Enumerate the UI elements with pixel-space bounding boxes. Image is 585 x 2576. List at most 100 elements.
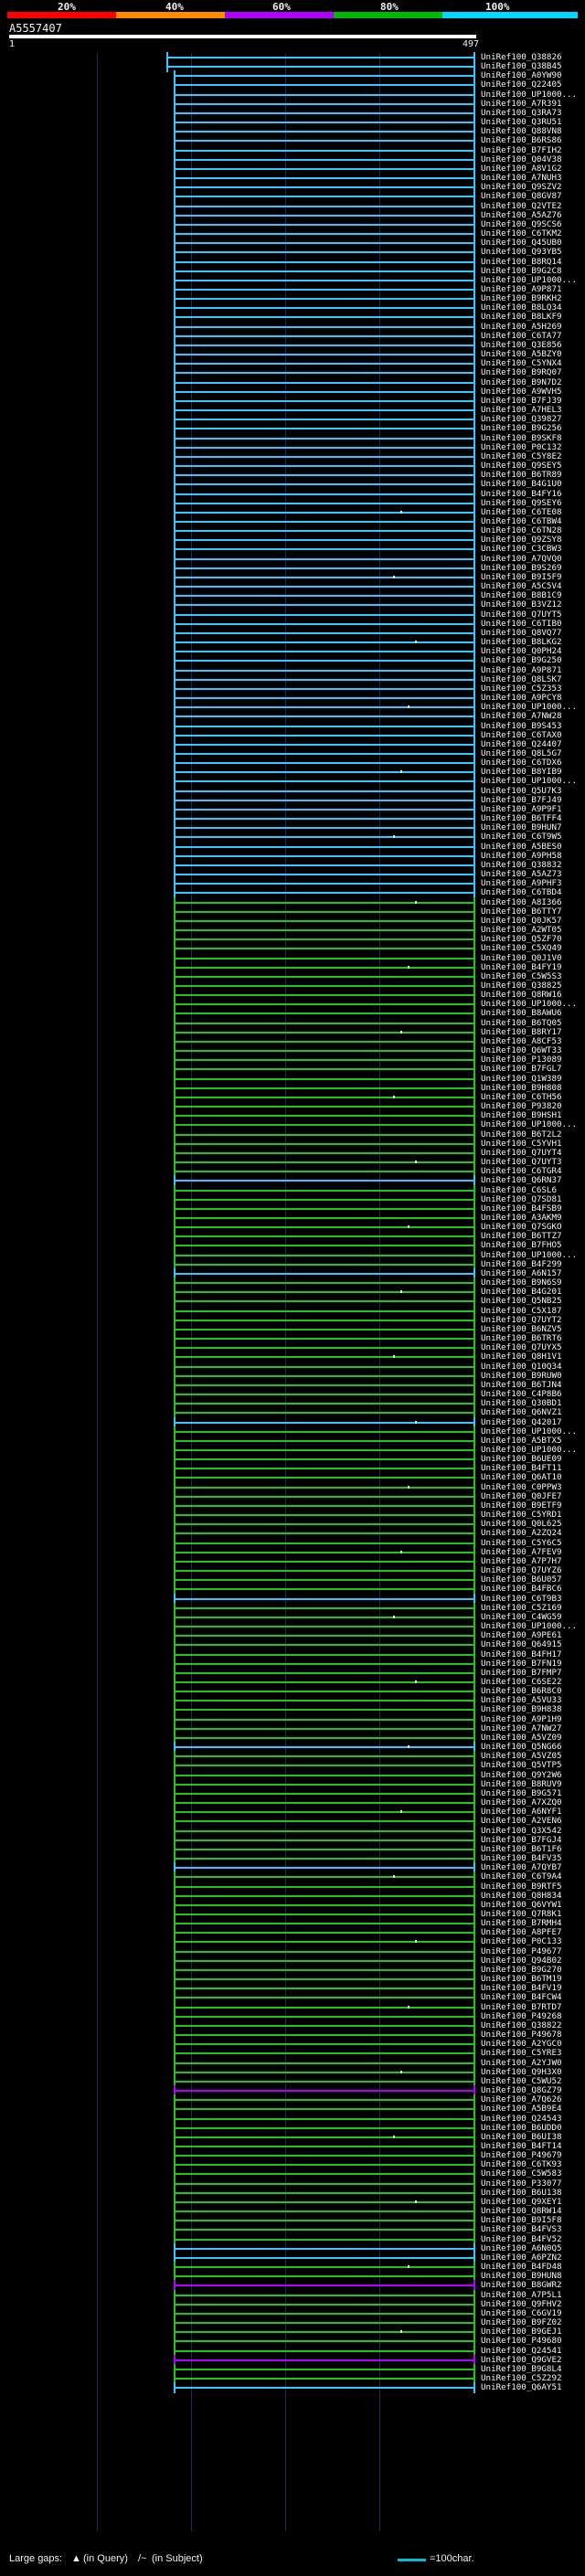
alignment-hit-bar[interactable] <box>174 1222 475 1233</box>
alignment-hit-bar[interactable] <box>174 1510 475 1521</box>
hit-accession-link[interactable]: UniRef100_B9G270 <box>481 1965 562 1975</box>
hit-accession-link[interactable]: UniRef100_A7NW27 <box>481 1723 562 1733</box>
hit-accession-link[interactable]: UniRef100_Q7SD81 <box>481 1194 562 1204</box>
alignment-hit-bar[interactable] <box>174 275 475 286</box>
hit-accession-link[interactable]: UniRef100_C6TBD4 <box>481 887 562 897</box>
hit-accession-link[interactable]: UniRef100_Q6RN37 <box>481 1175 562 1185</box>
alignment-hit-bar[interactable] <box>174 1751 475 1762</box>
hit-accession-link[interactable]: UniRef100_B9RQ07 <box>481 367 562 377</box>
alignment-hit-bar[interactable] <box>174 2382 475 2393</box>
alignment-hit-bar[interactable] <box>174 1119 475 1130</box>
alignment-hit-bar[interactable] <box>174 1621 475 1632</box>
alignment-hit-bar[interactable] <box>174 182 475 193</box>
alignment-hit-bar[interactable] <box>174 358 475 369</box>
hit-accession-link[interactable]: UniRef100_C6TN28 <box>481 525 562 535</box>
hit-accession-link[interactable]: UniRef100_Q7UYT2 <box>481 1315 562 1325</box>
hit-accession-link[interactable]: UniRef100_A2WT05 <box>481 925 562 935</box>
alignment-hit-bar[interactable] <box>174 1871 475 1882</box>
alignment-hit-bar[interactable] <box>174 813 475 824</box>
alignment-hit-bar[interactable] <box>174 201 475 212</box>
hit-accession-link[interactable]: UniRef100_B7FGJ4 <box>481 1835 562 1845</box>
alignment-hit-bar[interactable] <box>174 1185 475 1196</box>
alignment-hit-bar[interactable] <box>174 1166 475 1177</box>
hit-accession-link[interactable]: UniRef100_P13089 <box>481 1055 562 1065</box>
alignment-hit-bar[interactable] <box>174 1018 475 1029</box>
hit-accession-link[interactable]: UniRef100_Q9H3X0 <box>481 2067 562 2077</box>
hit-accession-link[interactable]: UniRef100_B9FZ02 <box>481 2317 562 2327</box>
alignment-hit-bar[interactable] <box>174 2030 475 2041</box>
hit-accession-link[interactable]: UniRef100_Q10Q34 <box>481 1362 562 1372</box>
hit-accession-link[interactable]: UniRef100_B9G2C8 <box>481 266 562 276</box>
alignment-hit-bar[interactable] <box>174 1092 475 1103</box>
alignment-hit-bar[interactable] <box>174 2048 475 2059</box>
alignment-hit-bar[interactable] <box>174 1045 475 1056</box>
hit-accession-link[interactable]: UniRef100_UP1000... <box>481 1621 578 1631</box>
hit-accession-link[interactable]: UniRef100_B7FJ49 <box>481 795 562 805</box>
hit-accession-link[interactable]: UniRef100_Q9SZV2 <box>481 182 562 192</box>
hit-accession-link[interactable]: UniRef100_A0YW90 <box>481 70 562 80</box>
alignment-hit-bar[interactable] <box>174 795 475 806</box>
alignment-hit-bar[interactable] <box>174 145 475 156</box>
alignment-hit-bar[interactable] <box>174 1918 475 1929</box>
hit-accession-link[interactable]: UniRef100_C5Y6C5 <box>481 1538 562 1548</box>
hit-accession-link[interactable]: UniRef100_A2VEN6 <box>481 1816 562 1826</box>
alignment-hit-bar[interactable] <box>174 1965 475 1976</box>
alignment-hit-bar[interactable] <box>174 2020 475 2031</box>
hit-accession-link[interactable]: UniRef100_A5AZ73 <box>481 869 562 879</box>
alignment-hit-bar[interactable] <box>174 2159 475 2170</box>
alignment-hit-bar[interactable] <box>174 655 475 666</box>
alignment-hit-bar[interactable] <box>174 1770 475 1781</box>
hit-accession-link[interactable]: UniRef100_B7FN19 <box>481 1659 562 1669</box>
hit-accession-link[interactable]: UniRef100_B8AWU6 <box>481 1008 562 1018</box>
alignment-hit-bar[interactable] <box>174 2336 475 2347</box>
hit-accession-link[interactable]: UniRef100_A5VZ05 <box>481 1751 562 1761</box>
alignment-hit-bar[interactable] <box>174 257 475 268</box>
hit-accession-link[interactable]: UniRef100_C6TDX6 <box>481 758 562 768</box>
hit-accession-link[interactable]: UniRef100_B9H838 <box>481 1704 562 1714</box>
hit-accession-link[interactable]: UniRef100_B6TRT6 <box>481 1333 562 1343</box>
hit-accession-link[interactable]: UniRef100_UP1000... <box>481 999 578 1009</box>
alignment-hit-bar[interactable] <box>174 2197 475 2208</box>
hit-accession-link[interactable]: UniRef100_B4FV35 <box>481 1853 562 1863</box>
alignment-hit-bar[interactable] <box>174 2262 475 2273</box>
hit-accession-link[interactable]: UniRef100_C5YRE3 <box>481 2048 562 2058</box>
hit-accession-link[interactable]: UniRef100_C4P8B6 <box>481 1389 562 1399</box>
hit-accession-link[interactable]: UniRef100_A7P5L1 <box>481 2290 562 2300</box>
alignment-hit-bar[interactable] <box>174 414 475 425</box>
alignment-hit-bar[interactable] <box>174 535 475 546</box>
hit-accession-link[interactable]: UniRef100_A7R391 <box>481 99 562 109</box>
hit-accession-link[interactable]: UniRef100_Q2VTE2 <box>481 201 562 211</box>
hit-accession-link[interactable]: UniRef100_C5W583 <box>481 2168 562 2178</box>
alignment-hit-bar[interactable] <box>174 776 475 787</box>
hit-accession-link[interactable]: UniRef100_B9H808 <box>481 1083 562 1093</box>
hit-accession-link[interactable]: UniRef100_Q64915 <box>481 1639 562 1649</box>
alignment-hit-bar[interactable] <box>174 312 475 323</box>
hit-accession-link[interactable]: UniRef100_Q9FHV2 <box>481 2299 562 2309</box>
hit-accession-link[interactable]: UniRef100_P93820 <box>481 1101 562 1111</box>
alignment-hit-bar[interactable] <box>174 1436 475 1447</box>
alignment-hit-bar[interactable] <box>174 2002 475 2013</box>
hit-accession-link[interactable]: UniRef100_C5YRD1 <box>481 1510 562 1520</box>
alignment-hit-bar[interactable] <box>174 2123 475 2134</box>
alignment-hit-bar[interactable] <box>174 228 475 239</box>
alignment-hit-bar[interactable] <box>174 786 475 797</box>
hit-accession-link[interactable]: UniRef100_UP1000... <box>481 275 578 285</box>
alignment-hit-bar[interactable] <box>174 70 475 81</box>
alignment-hit-bar[interactable] <box>174 610 475 620</box>
hit-accession-link[interactable]: UniRef100_Q5VTP5 <box>481 1760 562 1770</box>
hit-accession-link[interactable]: UniRef100_Q04V38 <box>481 154 562 164</box>
hit-accession-link[interactable]: UniRef100_Q0JK57 <box>481 916 562 926</box>
alignment-hit-bar[interactable] <box>174 210 475 221</box>
hit-accession-link[interactable]: UniRef100_C5WU52 <box>481 2076 562 2086</box>
hit-accession-link[interactable]: UniRef100_Q6NVZ1 <box>481 1407 562 1417</box>
hit-accession-link[interactable]: UniRef100_C5YVH1 <box>481 1139 562 1149</box>
alignment-hit-bar[interactable] <box>174 1175 475 1186</box>
hit-accession-link[interactable]: UniRef100_B9HUN8 <box>481 2271 562 2281</box>
alignment-hit-bar[interactable] <box>174 2085 475 2096</box>
hit-accession-link[interactable]: UniRef100_A7QVQ0 <box>481 554 562 564</box>
hit-accession-link[interactable]: UniRef100_Q38B45 <box>481 61 562 71</box>
alignment-hit-bar[interactable] <box>174 916 475 927</box>
hit-accession-link[interactable]: UniRef100_B6UE09 <box>481 1454 562 1464</box>
alignment-hit-bar[interactable] <box>174 302 475 313</box>
alignment-hit-bar[interactable] <box>166 52 475 63</box>
